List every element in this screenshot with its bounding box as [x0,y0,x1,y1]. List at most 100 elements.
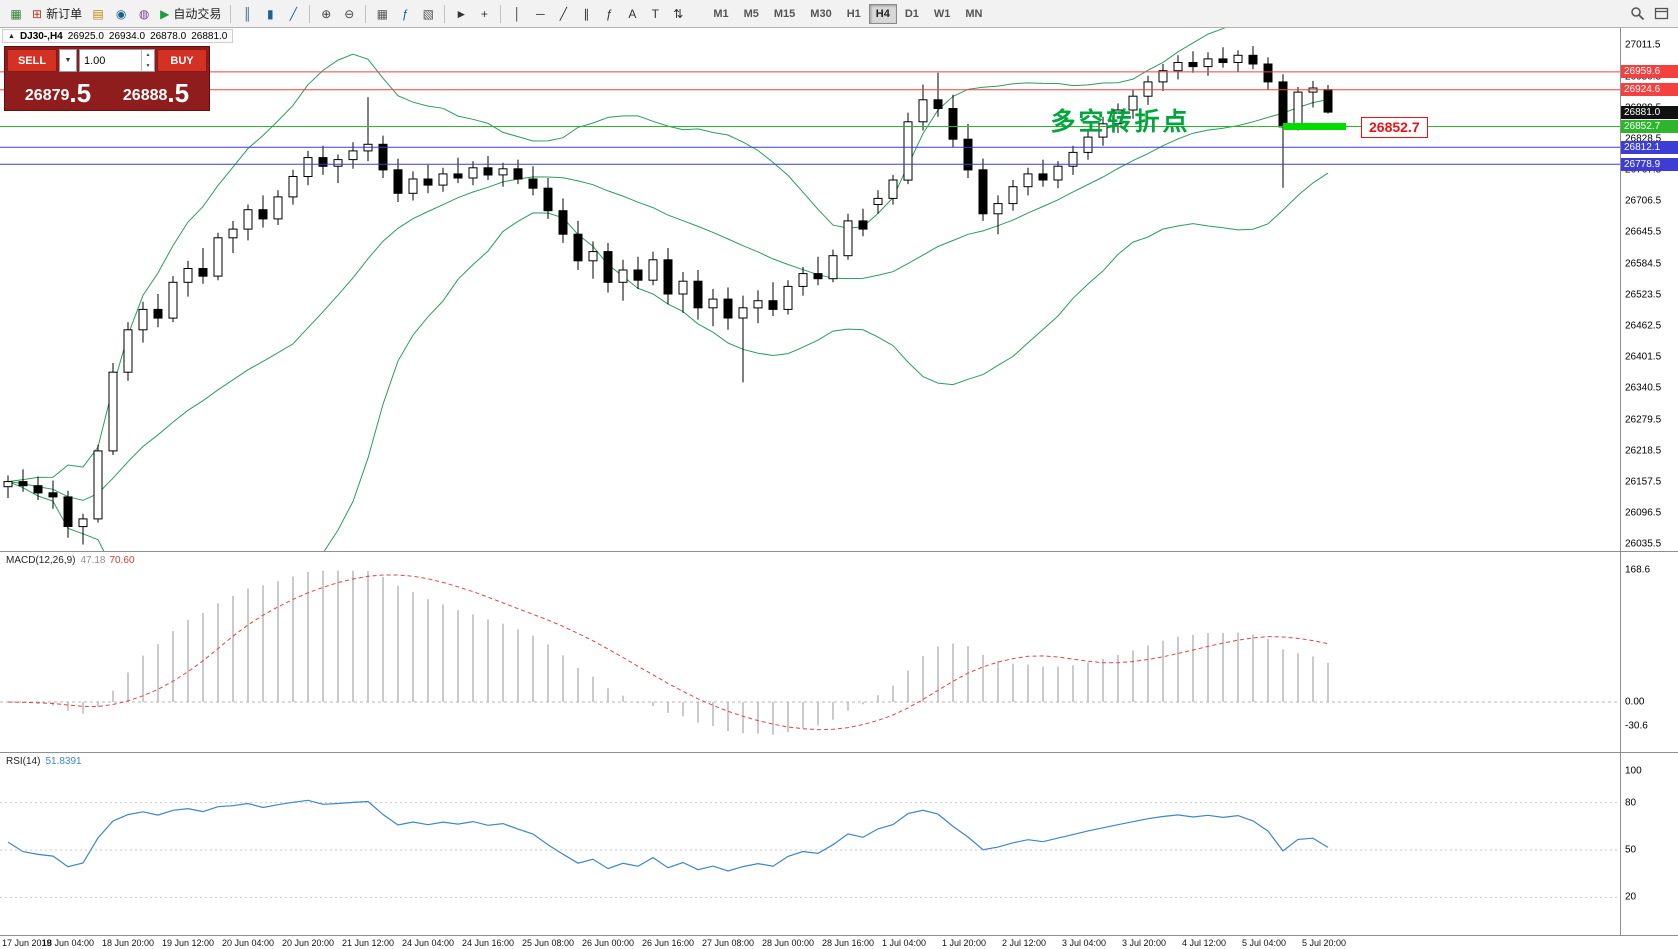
macd-axis-label: -30.6 [1625,720,1648,732]
chart-window-button[interactable]: ▦ [5,3,27,25]
macd-value-signal: 70.60 [109,555,135,566]
autotrading-icon: ▶ [160,6,170,21]
price-callout-label[interactable]: 26852.7 [1361,116,1428,138]
spin-up-icon[interactable]: ▲ [145,52,151,59]
new-order-button[interactable]: ⊞ 新订单 [28,3,86,25]
vertical-line-button[interactable]: │ [506,3,528,25]
symbol-ohlc-strip: ▲ DJ30-,H4 26925.0 26934.0 26878.0 26881… [2,29,234,43]
indicator-list-button[interactable]: ƒ [394,3,416,25]
horizontal-line-icon: ─ [536,6,545,21]
zoom-in-button[interactable]: ⊕ [315,3,337,25]
fibonacci-button[interactable]: ƒ [598,3,620,25]
indicator-list-icon: ƒ [401,6,409,21]
price-axis-label: 26340.5 [1625,382,1662,394]
main-chart-canvas[interactable] [0,28,1620,551]
macd-value-main: 47.18 [80,555,106,566]
line-chart-button[interactable]: ╱ [282,3,304,25]
ohlc-close: 26881.0 [191,30,228,42]
search-icon[interactable] [1626,3,1649,25]
ohlc-open: 26925.0 [67,30,104,42]
order-type-dropdown[interactable]: ▼ [59,49,77,72]
zoom-out-icon: ⊖ [344,6,355,21]
timeframe-m5[interactable]: M5 [743,7,759,20]
vertical-line-icon: │ [513,6,522,21]
zoom-out-button[interactable]: ⊖ [338,3,360,25]
cursor-icon: ► [455,6,468,21]
label-tool-icon: T [651,6,659,21]
hline-price-tag[interactable]: 26924.6 [1621,83,1678,97]
hline-price-tag[interactable]: 26852.7 [1621,120,1678,134]
market-watch-button[interactable]: ◉ [110,3,132,25]
timeframe-h1[interactable]: H1 [846,7,861,20]
time-axis-label: 1 Jul 04:00 [882,938,927,948]
toolbar-separator [365,4,367,23]
time-axis-label: 26 Jun 16:00 [642,938,695,948]
price-axis-label: 26645.5 [1625,226,1662,238]
bar-chart-button[interactable]: ║ [236,3,258,25]
macd-axis-label: 0.00 [1625,696,1645,708]
timeframe-m30[interactable]: M30 [810,7,832,20]
trendline-button[interactable]: ╱ [552,3,574,25]
time-axis-label: 26 Jun 00:00 [582,938,635,948]
buy-price[interactable]: 26888 .5 [107,80,205,106]
time-axis-label: 18 Jun 20:00 [102,938,155,948]
price-axis[interactable]: 27011.526950.526889.526828.526767.526706… [1620,28,1678,551]
rsi-canvas[interactable] [0,753,1620,935]
price-axis-label: 26828.5 [1625,133,1662,145]
profiles-button[interactable]: ▤ [87,3,109,25]
text-tool-button[interactable]: A [621,3,643,25]
hline-price-tag[interactable]: 26812.1 [1621,140,1678,154]
navigator-button[interactable]: ◍ [133,3,155,25]
trade-panel-prices: 26879 .5 26888 .5 [7,72,207,108]
time-axis-label: 3 Jul 20:00 [1122,938,1167,948]
timeframe-m1[interactable]: M1 [713,7,729,20]
cursor-button[interactable]: ► [450,3,472,25]
timeframe-toolbar: M1 M5 M15 M30 H1 H4 D1 W1 MN [706,3,989,24]
macd-panel: 168.6 0.00 -30.6 MACD(12,26,9) 47.18 70.60 [0,551,1678,752]
bar-chart-icon: ║ [243,6,252,21]
price-axis-label: 26706.5 [1625,195,1662,207]
time-axis-label: 24 Jun 16:00 [462,938,515,948]
spin-down-icon[interactable]: ▼ [145,62,151,69]
toolbar-separator [309,4,311,23]
crosshair-icon: + [480,6,488,21]
volume-stepper: ▲ ▼ [141,50,154,71]
candlestick-chart-icon: ▮ [267,6,274,21]
timeframe-d1[interactable]: D1 [904,7,919,20]
hline-price-tag[interactable]: 26959.6 [1621,65,1678,79]
time-axis-label: 27 Jun 08:00 [702,938,755,948]
macd-canvas[interactable] [0,552,1620,752]
data-window-icon[interactable] [1650,3,1673,25]
templates-button[interactable]: ▧ [417,3,439,25]
time-axis[interactable]: 17 Jun 2019 18 Jun 04:00 18 Jun 20:00 19 Ju… [0,935,1678,949]
time-axis-label: 2 Jul 12:00 [1002,938,1047,948]
tile-windows-button[interactable]: ▦ [371,3,393,25]
buy-button[interactable]: BUY [157,49,207,72]
candlestick-chart-button[interactable]: ▮ [259,3,281,25]
label-tool-button[interactable]: T [644,3,666,25]
macd-axis[interactable]: 168.6 0.00 -30.6 [1620,552,1678,752]
crosshair-button[interactable]: + [473,3,495,25]
volume-field: ▲ ▼ [79,49,155,72]
channel-button[interactable]: ∥ [575,3,597,25]
line-chart-icon: ╱ [289,6,297,21]
timeframe-h4[interactable]: H4 [868,3,897,24]
sell-button[interactable]: SELL [7,49,57,72]
timeframe-mn[interactable]: MN [965,7,983,20]
time-axis-label: 20 Jun 20:00 [282,938,335,948]
time-axis-label: 5 Jul 20:00 [1302,938,1347,948]
collapse-arrow-icon[interactable]: ▲ [8,32,15,40]
time-axis-label: 21 Jun 12:00 [342,938,395,948]
autotrading-button[interactable]: ▶ 自动交易 [156,3,225,25]
timeframe-w1[interactable]: W1 [933,7,951,20]
templates-icon: ▧ [422,6,434,21]
arrows-tool-button[interactable]: ⇅ [667,3,689,25]
navigator-icon: ◍ [138,6,150,21]
sell-price[interactable]: 26879 .5 [9,80,107,106]
timeframe-m15[interactable]: M15 [773,7,796,20]
hline-price-tag[interactable]: 26778.9 [1621,157,1678,171]
horizontal-line-button[interactable]: ─ [529,3,551,25]
highlight-line-segment[interactable] [1283,123,1346,131]
rsi-axis[interactable]: 100 80 50 20 [1620,753,1678,935]
volume-input[interactable] [80,50,141,71]
